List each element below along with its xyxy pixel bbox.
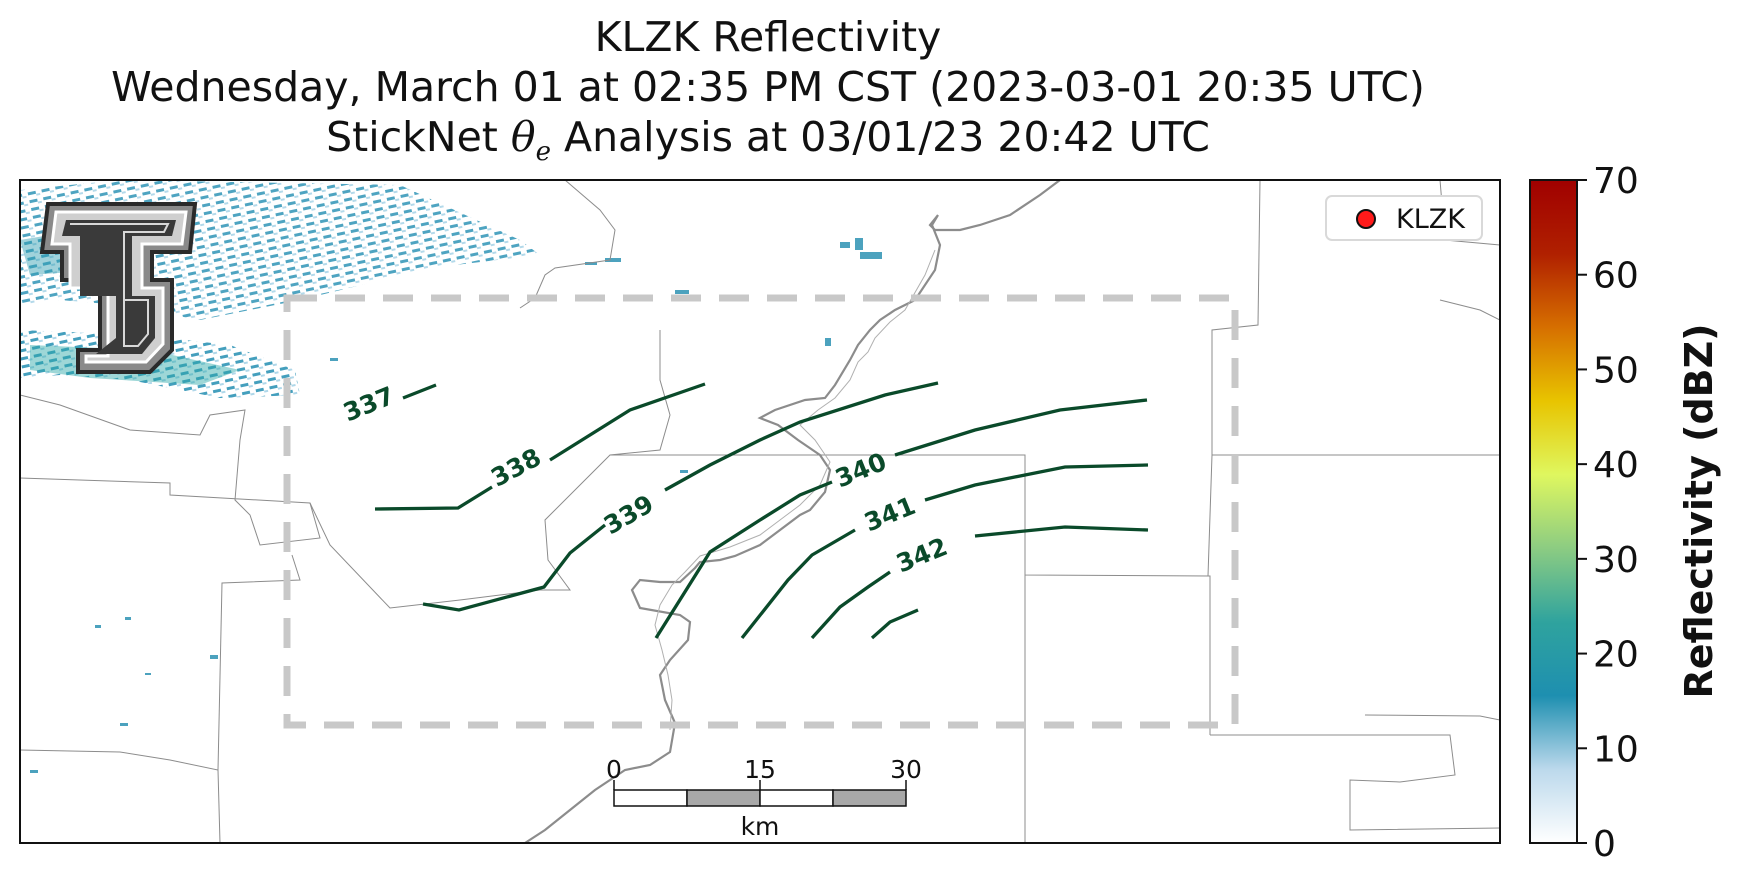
river-bank [654, 249, 936, 731]
colorbar-tick-label: 50 [1593, 350, 1639, 391]
analysis-domain-box [283, 294, 1239, 729]
contour-339-east [664, 381, 939, 492]
contour-341-west [740, 528, 856, 640]
state-border-river [524, 180, 1061, 843]
colorbar: 0 10 20 30 40 50 60 70 Reflectivity (dBZ) [1529, 161, 1721, 865]
map-subtitle-time: Wednesday, March 01 at 02:35 PM CST (202… [111, 63, 1425, 111]
map-panel: 337 338 339 340 341 342 KLZK 0 [19, 179, 1501, 844]
contour-342-east [974, 525, 1149, 538]
klzk-marker-icon [1356, 209, 1376, 229]
colorbar-tick-label: 0 [1593, 824, 1616, 865]
colorbar-tick-label: 40 [1593, 445, 1639, 486]
map-subtitle-analysis: StickNet θe Analysis at 03/01/23 20:42 U… [18, 114, 1518, 175]
legend-label-klzk: KLZK [1396, 204, 1466, 235]
contour-343-stub [870, 608, 919, 640]
colorbar-tick-label: 30 [1593, 540, 1639, 581]
legend-box [1325, 195, 1483, 241]
map-frame [19, 179, 1501, 844]
theta-subscript: e [535, 137, 551, 168]
colorbar-ticks: 0 10 20 30 40 50 60 70 [1577, 161, 1639, 865]
map-legend: KLZK [1325, 195, 1483, 241]
contour-340-west [654, 480, 833, 639]
contour-342-west [810, 570, 891, 640]
scale-bar: 0 15 30 km [606, 755, 922, 841]
texas-tech-double-t-logo [39, 202, 198, 374]
contour-338-east [549, 382, 706, 462]
scale-unit: km [741, 812, 780, 841]
map-title: KLZK Reflectivity [594, 13, 942, 61]
analysis-suffix: Analysis at 03/01/23 20:42 UTC [550, 113, 1210, 161]
contour-337 [402, 383, 437, 400]
colorbar-tick-label: 20 [1593, 635, 1639, 676]
scale-tick-30: 30 [890, 755, 922, 784]
colorbar-tick-label: 70 [1593, 161, 1639, 202]
contour-339-west [422, 523, 607, 612]
theta-e-contours [374, 381, 1149, 640]
scale-tick-15: 15 [744, 755, 776, 784]
colorbar-tick-label: 10 [1593, 729, 1639, 770]
colorbar-gradient [1529, 179, 1578, 844]
theta-symbol: θ [510, 113, 536, 161]
colorbar-tick-label: 60 [1593, 256, 1639, 297]
contour-340-east [894, 398, 1148, 457]
analysis-prefix: StickNet [326, 113, 511, 161]
contour-338-west [374, 485, 493, 511]
colorbar-label: Reflectivity (dBZ) [1677, 323, 1721, 698]
contour-341-east [924, 463, 1149, 502]
scale-tick-0: 0 [606, 755, 622, 784]
